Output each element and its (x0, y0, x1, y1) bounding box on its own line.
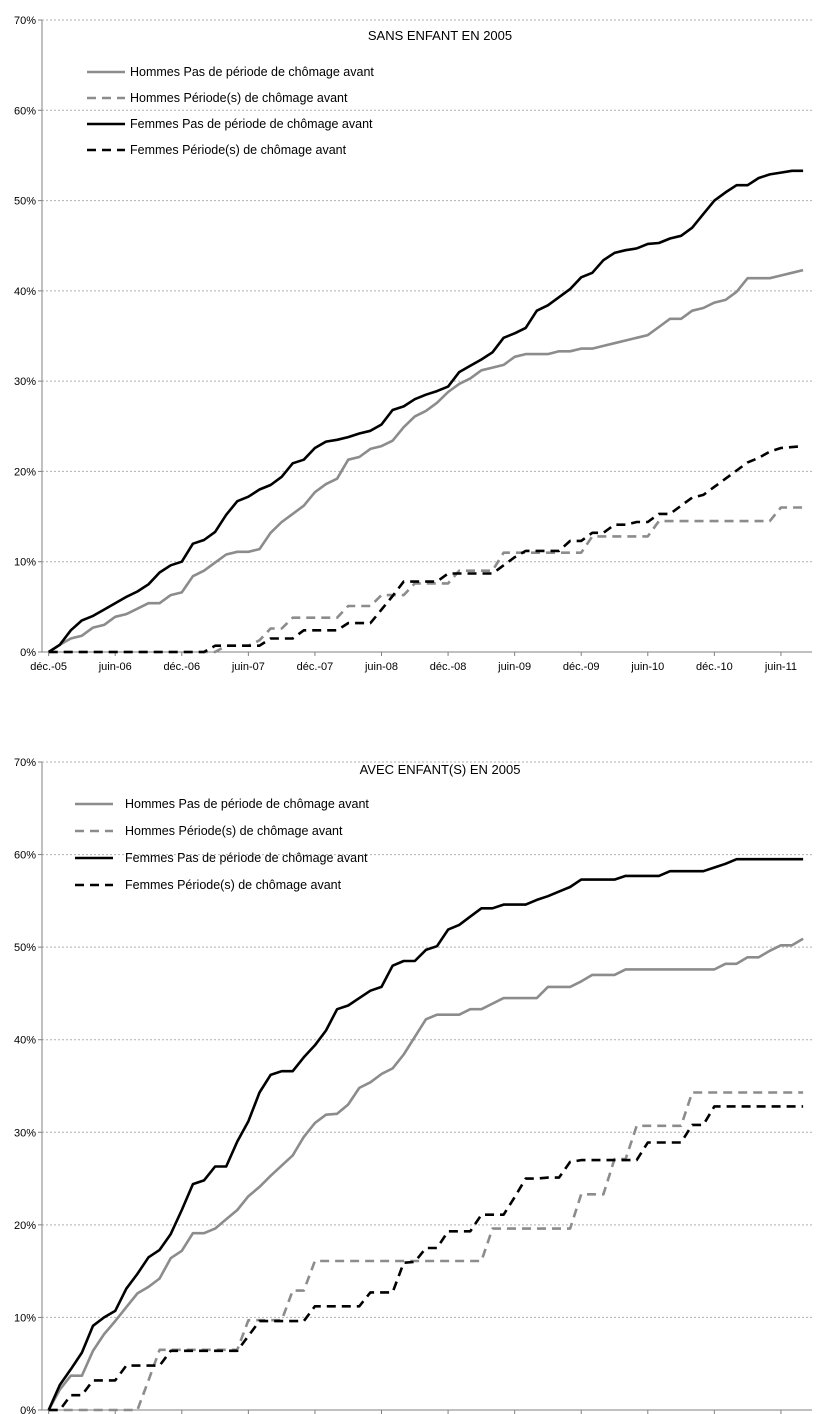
y-tick-label: 40% (14, 286, 36, 298)
series-line-4 (48, 444, 804, 654)
y-tick-label: 10% (14, 557, 36, 569)
legend-label: Femmes Pas de période de chômage avant (125, 851, 368, 865)
x-tick-label: déc.-06 (163, 661, 200, 673)
y-tick-label: 50% (14, 196, 36, 208)
chart-svg: 0% 10% 20% 30% 40% 50% 60% 70% déc.-05 juin-06 déc… (14, 15, 812, 673)
legend-label: Hommes Période(s) de chômage avant (125, 824, 343, 838)
y-tick-label: 70% (14, 15, 36, 27)
legend: Hommes Pas de période de chômage avant Ho… (75, 797, 369, 892)
chart-svg: 0%10%20%30%40%50%60%70%déc.-05juin-06déc… (14, 757, 812, 1414)
x-tick-label: déc.-07 (297, 661, 334, 673)
y-tick-label: 30% (14, 1127, 36, 1139)
legend-label: Femmes Période(s) de chômage avant (125, 878, 342, 892)
x-tick-label: juin-07 (231, 661, 265, 673)
series-line-1 (47, 268, 804, 654)
series-line-3 (47, 169, 804, 654)
series-line-2 (48, 1091, 804, 1412)
legend-label: Femmes Période(s) de chômage avant (130, 143, 347, 157)
y-tick-label: 20% (14, 466, 36, 478)
y-tick-label: 10% (14, 1312, 36, 1324)
legend-label: Hommes Période(s) de chômage avant (130, 91, 348, 105)
legend: Hommes Pas de période de chômage avant Ho… (87, 65, 374, 157)
legend-label: Hommes Pas de période de chômage avant (130, 65, 374, 79)
x-tick-label: juin-09 (497, 661, 531, 673)
chart-title: SANS ENFANT EN 2005 (368, 28, 512, 43)
series-line-2 (48, 506, 804, 654)
x-tick-label: déc.-05 (30, 661, 67, 673)
y-tick-label: 40% (14, 1035, 36, 1047)
y-tick-label: 20% (14, 1220, 36, 1232)
series-line-1 (47, 937, 804, 1411)
x-tick-label: juin-06 (98, 661, 132, 673)
x-tick-label: déc.-09 (563, 661, 600, 673)
x-tick-label: juin-10 (630, 661, 664, 673)
y-tick-label: 60% (14, 105, 36, 117)
x-tick-label: déc.-10 (696, 661, 733, 673)
x-tick-label: juin-08 (364, 661, 398, 673)
legend-label: Femmes Pas de période de chômage avant (130, 117, 373, 131)
chart-sans-enfant: 0% 10% 20% 30% 40% 50% 60% 70% déc.-05 juin-06 déc… (0, 0, 820, 680)
x-tick-label: déc.-08 (430, 661, 467, 673)
y-tick-label: 0% (20, 647, 36, 659)
legend-label: Hommes Pas de période de chômage avant (125, 797, 369, 811)
y-tick-label: 60% (14, 850, 36, 862)
chart-avec-enfants: 0%10%20%30%40%50%60%70%déc.-05juin-06déc… (0, 740, 820, 1414)
chart-title: AVEC ENFANT(S) EN 2005 (360, 762, 521, 777)
y-tick-label: 50% (14, 942, 36, 954)
y-tick-label: 0% (20, 1405, 36, 1414)
y-tick-label: 30% (14, 376, 36, 388)
x-tick-label: juin-11 (764, 661, 797, 673)
y-tick-label: 70% (14, 757, 36, 769)
series-line-3 (47, 857, 804, 1411)
series-line-4 (48, 1105, 804, 1412)
